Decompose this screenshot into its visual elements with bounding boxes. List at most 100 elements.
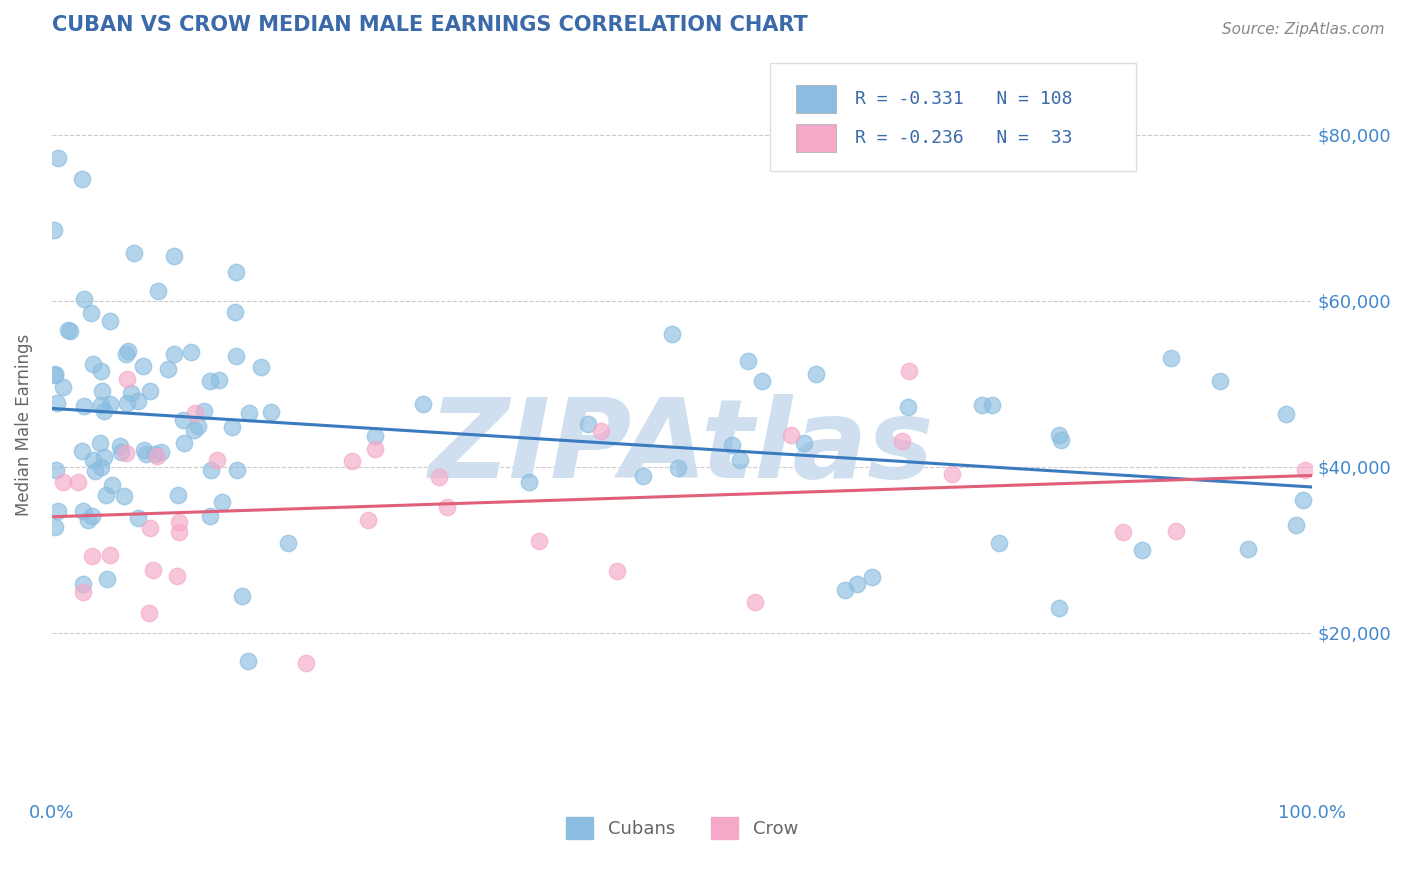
Point bbox=[93, 404, 115, 418]
Point bbox=[114, 446, 136, 460]
Point bbox=[101, 477, 124, 491]
Text: CUBAN VS CROW MEDIAN MALE EARNINGS CORRELATION CHART: CUBAN VS CROW MEDIAN MALE EARNINGS CORRE… bbox=[52, 15, 807, 35]
Point bbox=[780, 428, 803, 442]
Point bbox=[163, 249, 186, 263]
Point bbox=[80, 306, 103, 320]
Point bbox=[132, 443, 155, 458]
Point bbox=[70, 444, 93, 458]
Point bbox=[730, 453, 752, 467]
Point bbox=[1047, 428, 1070, 442]
Point bbox=[45, 463, 67, 477]
Point bbox=[44, 367, 66, 381]
Point bbox=[860, 570, 883, 584]
Point bbox=[98, 548, 121, 562]
Point bbox=[100, 397, 122, 411]
Point bbox=[72, 576, 94, 591]
Point bbox=[72, 585, 94, 599]
Point bbox=[364, 442, 387, 456]
Point bbox=[897, 364, 920, 378]
Point bbox=[139, 384, 162, 398]
Point bbox=[91, 384, 114, 398]
Point bbox=[891, 434, 914, 448]
Point bbox=[117, 343, 139, 358]
Point bbox=[576, 417, 599, 431]
Point bbox=[744, 595, 766, 609]
Point bbox=[122, 246, 145, 260]
Point bbox=[82, 549, 104, 564]
Text: R = -0.331   N = 108: R = -0.331 N = 108 bbox=[855, 90, 1073, 108]
Point bbox=[941, 467, 963, 482]
Point bbox=[66, 475, 89, 489]
Point bbox=[1160, 351, 1182, 366]
Point bbox=[112, 489, 135, 503]
Point bbox=[527, 534, 550, 549]
Point bbox=[721, 438, 744, 452]
Point bbox=[127, 394, 149, 409]
Point bbox=[84, 464, 107, 478]
Text: R = -0.236   N =  33: R = -0.236 N = 33 bbox=[855, 128, 1073, 147]
Point bbox=[142, 563, 165, 577]
Point bbox=[666, 460, 689, 475]
Point bbox=[89, 460, 111, 475]
Point bbox=[1130, 543, 1153, 558]
Point bbox=[115, 372, 138, 386]
Point bbox=[167, 515, 190, 529]
Point bbox=[1164, 524, 1187, 538]
Point bbox=[737, 354, 759, 368]
Point bbox=[146, 450, 169, 464]
Point bbox=[412, 397, 434, 411]
Point bbox=[981, 398, 1004, 412]
Point bbox=[90, 364, 112, 378]
Point bbox=[1112, 524, 1135, 539]
Point bbox=[277, 536, 299, 550]
Point bbox=[173, 436, 195, 450]
Point bbox=[72, 504, 94, 518]
Point bbox=[162, 346, 184, 360]
FancyBboxPatch shape bbox=[770, 63, 1136, 171]
Point bbox=[180, 344, 202, 359]
Text: ZIPAtlas: ZIPAtlas bbox=[429, 394, 935, 501]
Point bbox=[225, 264, 247, 278]
Point bbox=[1292, 493, 1315, 508]
Point bbox=[172, 413, 194, 427]
Point bbox=[52, 475, 75, 489]
Point bbox=[167, 488, 190, 502]
Point bbox=[517, 475, 540, 489]
Point bbox=[46, 152, 69, 166]
Point bbox=[1049, 433, 1071, 447]
Point bbox=[208, 373, 231, 387]
Point bbox=[631, 468, 654, 483]
Point bbox=[58, 323, 80, 337]
Point bbox=[139, 521, 162, 535]
Point bbox=[52, 380, 75, 394]
Point bbox=[198, 509, 221, 524]
Point bbox=[120, 386, 142, 401]
Bar bbox=[796, 124, 837, 152]
Point bbox=[1285, 518, 1308, 533]
Point bbox=[90, 398, 112, 412]
Point bbox=[1209, 374, 1232, 388]
Point bbox=[146, 284, 169, 298]
Point bbox=[135, 447, 157, 461]
Point bbox=[436, 500, 458, 515]
Point bbox=[250, 359, 273, 374]
Point bbox=[1047, 601, 1070, 615]
Point bbox=[89, 435, 111, 450]
Point bbox=[72, 171, 94, 186]
Point bbox=[804, 367, 827, 381]
Bar bbox=[796, 85, 837, 113]
Point bbox=[260, 405, 283, 419]
Point bbox=[846, 577, 869, 591]
Text: Source: ZipAtlas.com: Source: ZipAtlas.com bbox=[1222, 22, 1385, 37]
Point bbox=[972, 398, 994, 412]
Point bbox=[98, 314, 121, 328]
Point bbox=[184, 406, 207, 420]
Point bbox=[236, 654, 259, 668]
Point bbox=[427, 470, 450, 484]
Point bbox=[167, 524, 190, 539]
Point bbox=[44, 520, 66, 534]
Point bbox=[1294, 463, 1316, 477]
Point bbox=[363, 429, 385, 443]
Point bbox=[149, 444, 172, 458]
Point bbox=[117, 396, 139, 410]
